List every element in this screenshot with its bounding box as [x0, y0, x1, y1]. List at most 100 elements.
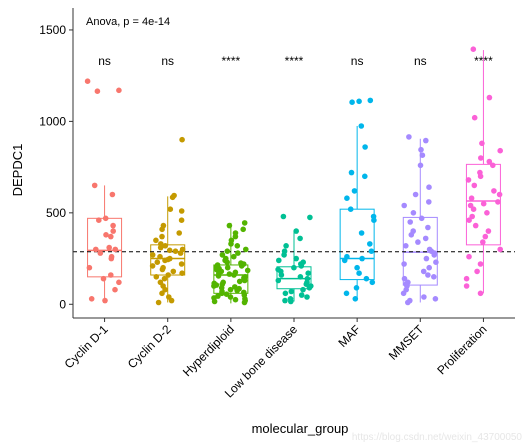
- data-point: [159, 290, 165, 297]
- data-point: [478, 155, 484, 161]
- data-point: [349, 99, 355, 105]
- data-point: [304, 294, 310, 300]
- y-axis-label: DEPDC1: [10, 144, 25, 197]
- data-point: [497, 147, 504, 154]
- data-point: [157, 253, 163, 260]
- data-point: [343, 290, 350, 297]
- data-point: [358, 230, 365, 236]
- data-point: [109, 191, 116, 198]
- data-point: [420, 268, 427, 275]
- data-point: [353, 285, 360, 291]
- data-point: [241, 299, 248, 306]
- data-point: [485, 228, 492, 234]
- data-point: [426, 264, 433, 271]
- significance-label: ****: [474, 54, 493, 68]
- data-point: [288, 298, 294, 305]
- data-point: [227, 286, 234, 293]
- data-point: [401, 202, 408, 209]
- data-point: [358, 123, 365, 129]
- data-point: [356, 270, 362, 277]
- data-point: [408, 232, 415, 238]
- data-point: [231, 272, 237, 278]
- significance-label: ns: [414, 54, 427, 68]
- data-point: [226, 271, 233, 277]
- data-point: [400, 290, 407, 297]
- data-point: [407, 219, 414, 225]
- data-point: [228, 241, 234, 247]
- data-point: [491, 188, 497, 194]
- data-point: [231, 253, 237, 260]
- x-tick-label: MMSET: [386, 322, 427, 363]
- data-point: [298, 292, 305, 298]
- data-point: [165, 272, 171, 278]
- data-point: [463, 283, 470, 289]
- data-point: [466, 217, 472, 223]
- data-point: [102, 297, 108, 304]
- x-tick-label: Hyperdiploid: [180, 322, 237, 379]
- data-point: [281, 252, 287, 258]
- data-point: [300, 286, 306, 293]
- data-point: [241, 277, 248, 284]
- data-point: [159, 266, 166, 273]
- data-point: [275, 277, 282, 284]
- data-point: [425, 224, 431, 231]
- data-point: [234, 287, 240, 294]
- data-point: [178, 208, 185, 214]
- box-group: [339, 125, 375, 299]
- data-point: [227, 294, 234, 300]
- data-point: [110, 222, 116, 229]
- data-point: [426, 199, 432, 205]
- data-point: [108, 255, 115, 262]
- data-point: [149, 252, 156, 258]
- data-point: [155, 299, 162, 306]
- data-point: [423, 255, 430, 262]
- data-point: [219, 290, 225, 297]
- data-point: [431, 252, 438, 258]
- data-point: [112, 286, 118, 293]
- y-tick-label: 0: [59, 297, 66, 311]
- significance-label: ns: [351, 54, 364, 68]
- x-tick-label: MAF: [335, 322, 363, 350]
- data-point: [91, 182, 98, 189]
- data-point: [106, 244, 112, 251]
- data-point: [282, 290, 289, 297]
- significance-label: ****: [285, 54, 304, 68]
- data-point: [490, 162, 496, 169]
- data-point: [417, 162, 424, 169]
- data-point: [421, 294, 427, 300]
- data-point: [305, 270, 312, 277]
- data-point: [347, 206, 354, 212]
- data-point: [283, 243, 289, 249]
- data-point: [153, 237, 159, 244]
- data-point: [433, 259, 439, 266]
- data-point: [179, 270, 185, 277]
- data-point: [367, 97, 374, 104]
- box: [213, 264, 249, 294]
- data-point: [298, 263, 305, 269]
- data-point: [474, 268, 480, 275]
- data-point: [102, 215, 109, 222]
- data-point: [469, 213, 476, 220]
- data-point: [93, 246, 99, 253]
- data-point: [352, 296, 359, 302]
- data-point: [293, 228, 300, 234]
- data-point: [159, 233, 165, 240]
- watermark: https://blog.csdn.net/weixin_43700050: [352, 432, 523, 443]
- data-point: [108, 233, 114, 240]
- data-point: [359, 255, 365, 262]
- data-point: [356, 98, 362, 105]
- data-point: [405, 299, 411, 306]
- data-point: [280, 213, 287, 220]
- significance-label: ****: [222, 54, 241, 68]
- data-point: [348, 169, 355, 176]
- data-point: [170, 268, 177, 275]
- y-tick-label: 1500: [39, 23, 66, 37]
- data-point: [108, 272, 114, 278]
- data-point: [362, 173, 368, 180]
- data-point: [419, 152, 426, 158]
- data-point: [238, 263, 245, 269]
- data-point: [418, 146, 424, 153]
- data-point: [401, 275, 408, 282]
- data-point: [94, 88, 101, 94]
